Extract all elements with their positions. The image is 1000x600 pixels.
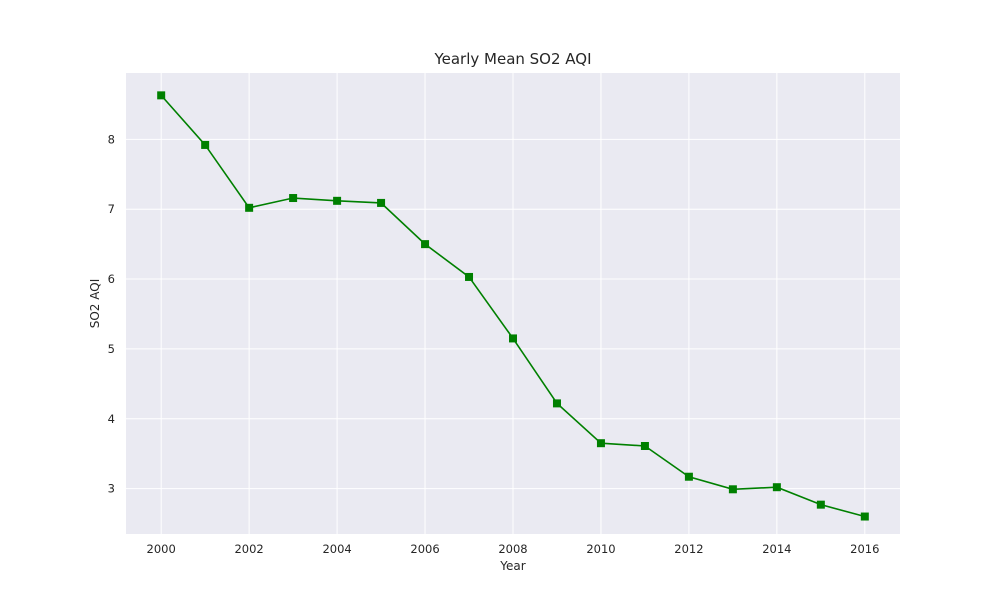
data-point-marker bbox=[509, 334, 517, 343]
series-markers bbox=[157, 91, 869, 521]
data-point-marker bbox=[201, 140, 210, 149]
data-point-marker bbox=[421, 240, 430, 249]
grid bbox=[126, 73, 900, 534]
y-tick-label: 4 bbox=[108, 412, 115, 426]
chart-title: Yearly Mean SO2 AQI bbox=[433, 50, 591, 68]
data-point-marker bbox=[728, 485, 737, 494]
y-tick-label: 3 bbox=[108, 482, 115, 496]
data-point-marker bbox=[377, 198, 386, 207]
x-tick-label: 2002 bbox=[234, 542, 263, 556]
data-point-marker bbox=[552, 399, 561, 408]
data-point-marker bbox=[816, 500, 825, 509]
x-tick-label: 2012 bbox=[674, 542, 703, 556]
x-tick-label: 2000 bbox=[147, 542, 176, 556]
y-axis-label: SO2 AQI bbox=[88, 279, 102, 329]
data-point-marker bbox=[772, 483, 781, 492]
data-point-marker bbox=[245, 203, 254, 212]
y-tick-label: 8 bbox=[108, 132, 115, 146]
x-tick-label: 2006 bbox=[410, 542, 439, 556]
data-point-marker bbox=[596, 439, 605, 448]
data-point-marker bbox=[465, 272, 474, 281]
tick-labels: 2000 2002 2004 2006 2008 2010 2012 2014 2016 3 4 5 6… bbox=[108, 132, 880, 556]
x-tick-label: 2016 bbox=[850, 542, 879, 556]
x-tick-label: 2008 bbox=[498, 542, 527, 556]
y-tick-label: 5 bbox=[108, 342, 115, 356]
x-tick-label: 2004 bbox=[322, 542, 351, 556]
data-point-marker bbox=[860, 512, 869, 521]
x-tick-label: 2010 bbox=[586, 542, 615, 556]
y-tick-label: 6 bbox=[108, 272, 115, 286]
data-point-marker bbox=[684, 472, 693, 481]
data-point-marker bbox=[640, 441, 649, 450]
data-point-marker bbox=[289, 194, 298, 203]
y-tick-label: 7 bbox=[108, 202, 115, 216]
data-point-marker bbox=[157, 91, 166, 100]
data-point-marker bbox=[333, 196, 342, 205]
x-axis-label: Year bbox=[499, 559, 525, 573]
x-tick-label: 2014 bbox=[762, 542, 791, 556]
